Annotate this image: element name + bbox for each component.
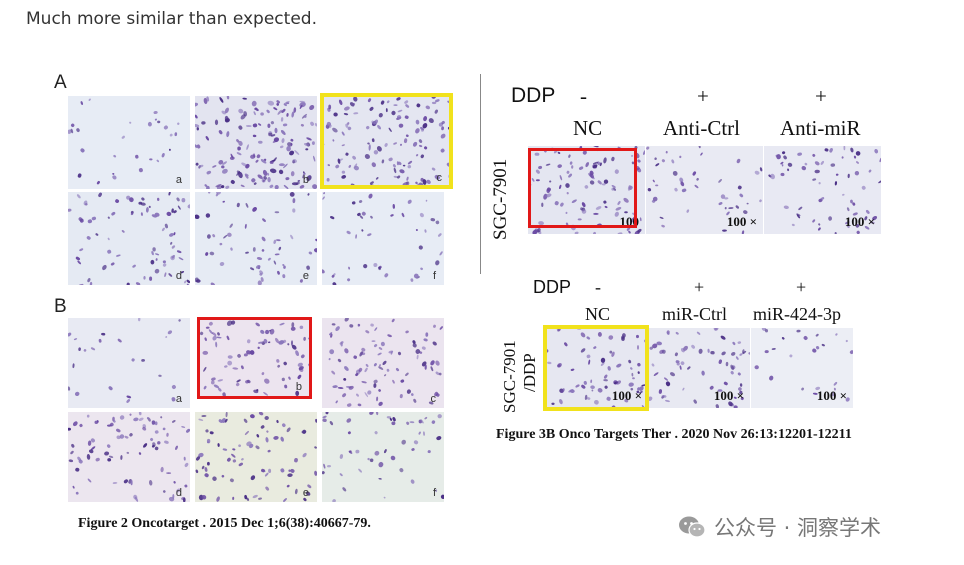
group-label-anti-ctrl: Anti-Ctrl [663, 116, 740, 140]
ddp-value: + [694, 277, 705, 297]
sublabel: d [175, 487, 182, 499]
ddp-value: + [796, 277, 807, 297]
micrograph-texture [68, 96, 190, 189]
magnification-label: 100 × [713, 388, 744, 403]
intro-text: Much more similar than expected. [26, 9, 317, 29]
sublabel: c [430, 393, 437, 405]
ddp-value: - [580, 84, 587, 108]
micrograph-3bot-mir-ctrl: 100 × [649, 328, 750, 408]
micrograph-texture [68, 412, 190, 502]
micrograph-texture [68, 192, 190, 285]
micrograph-texture [649, 328, 750, 408]
micrograph-3bot-mir-424: 100 × [751, 328, 853, 408]
magnification-label: 100 × [816, 388, 847, 403]
watermark: 公众号 · 洞察学术 [678, 512, 881, 542]
micrograph-b-d: d [68, 412, 190, 502]
figure-3-caption: Figure 3B Onco Targets Ther . 2020 Nov 2… [496, 427, 852, 442]
micrograph-b-a: a [68, 318, 190, 408]
micrograph-texture [764, 146, 881, 234]
group-label-anti-mir: Anti-miR [780, 116, 861, 140]
row-label-ddp: /DDP [520, 353, 539, 392]
sublabel: b [295, 381, 302, 393]
micrograph-3top-nc: 100 [528, 146, 645, 234]
ddp-value: - [595, 277, 601, 297]
sublabel: a [175, 174, 182, 186]
micrograph-texture [322, 318, 444, 408]
micrograph-b-c: c [322, 318, 444, 408]
sublabel: f [432, 487, 436, 499]
sublabel: c [436, 172, 443, 184]
micrograph-b-e: e [195, 412, 317, 502]
ddp-label: DDP [511, 84, 556, 107]
micrograph-3top-anti-mir: 100 × [764, 146, 881, 234]
group-label-nc: NC [585, 304, 611, 324]
sublabel: d [175, 270, 182, 282]
micrograph-a-a: a [68, 96, 190, 189]
sublabel: b [302, 174, 309, 186]
micrograph-a-c: c [322, 96, 450, 187]
micrograph-texture [751, 328, 853, 408]
sublabel: e [302, 270, 309, 282]
group-label-nc: NC [573, 116, 603, 140]
micrograph-texture [68, 318, 190, 408]
ddp-value: + [697, 84, 709, 108]
micrograph-a-b: b [195, 96, 317, 189]
micrograph-a-f: f [322, 192, 444, 285]
micrograph-texture [195, 96, 317, 189]
ddp-label: DDP [533, 277, 572, 297]
micrograph-texture [200, 320, 310, 396]
micrograph-texture [195, 412, 317, 502]
row-label-sgc7901: SGC-7901 [490, 158, 511, 240]
micrograph-texture [646, 146, 763, 234]
micrograph-texture [195, 192, 317, 285]
row-label-sgc7901: SGC-7901 [500, 340, 519, 413]
micrograph-texture [546, 328, 648, 408]
sublabel: e [302, 487, 309, 499]
watermark-text: 公众号 · 洞察学术 [714, 516, 882, 540]
magnification-label: 100 [619, 214, 640, 229]
micrograph-a-d: d [68, 192, 190, 285]
micrograph-texture [322, 192, 444, 285]
micrograph-b-b: b [200, 320, 310, 396]
panel-b-letter: B [54, 296, 67, 317]
micrograph-texture [322, 96, 450, 187]
magnification-label: 100 × [611, 388, 642, 403]
wechat-icon [679, 516, 706, 538]
ddp-value: + [815, 84, 827, 108]
sublabel: a [175, 393, 182, 405]
figure-2-caption: Figure 2 Oncotarget . 2015 Dec 1;6(38):4… [78, 516, 371, 531]
micrograph-3bot-nc: 100 × [546, 328, 648, 408]
micrograph-a-e: e [195, 192, 317, 285]
micrograph-b-f: f [322, 412, 444, 502]
group-label-mir-424-3p: miR-424-3p [753, 304, 841, 324]
magnification-label: 100 × [726, 214, 757, 229]
micrograph-3top-anti-ctrl: 100 × [646, 146, 763, 234]
group-label-mir-ctrl: miR-Ctrl [662, 304, 728, 324]
magnification-label: 100 × [844, 214, 875, 229]
figure-divider [480, 74, 481, 274]
sublabel: f [432, 270, 436, 282]
panel-a-letter: A [54, 72, 67, 93]
micrograph-texture [322, 412, 444, 502]
